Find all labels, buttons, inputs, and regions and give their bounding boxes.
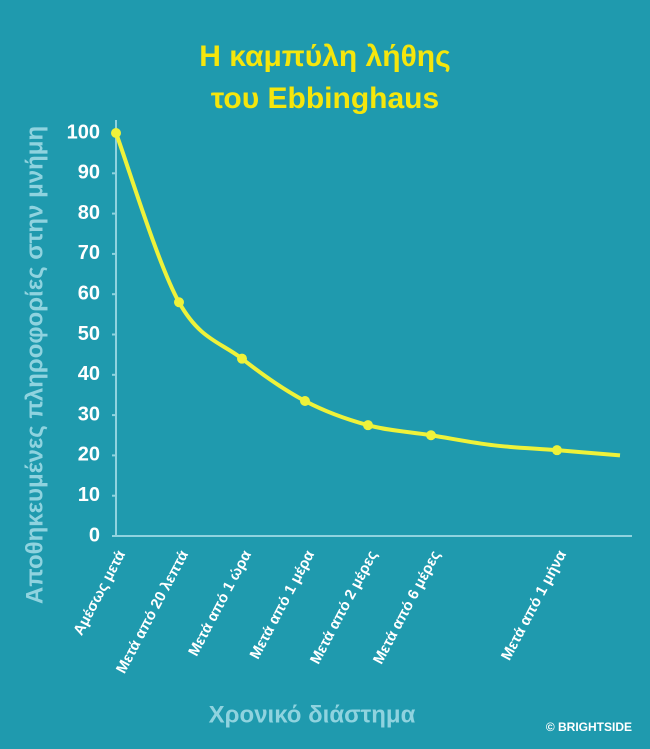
y-tick-label: 0 [89,524,100,546]
point [426,430,436,441]
chart-title: Η καμπύλη λήθης [199,40,450,73]
y-tick-label: 30 [78,403,100,425]
point [363,420,373,431]
y-axis-title: Αποθηκευμένες πληροφορίες στην μνήμη [21,126,48,604]
point [174,297,184,308]
y-tick-label: 70 [78,242,100,264]
point [111,128,121,138]
y-tick-label: 100 [67,121,100,143]
y-tick-label: 80 [78,202,100,224]
y-tick-label: 50 [78,323,100,345]
point [552,445,562,456]
chart-title: του Ebbinghaus [211,82,439,115]
point [237,353,247,364]
point [300,395,310,406]
y-tick-label: 40 [78,363,100,385]
y-tick-label: 20 [78,444,100,466]
credit: © BRIGHTSIDE [546,720,632,734]
y-tick-label: 90 [78,162,100,184]
y-tick-label: 60 [78,282,100,304]
y-tick-label: 10 [78,484,100,506]
x-axis-title: Χρονικό διάστημα [209,701,416,728]
